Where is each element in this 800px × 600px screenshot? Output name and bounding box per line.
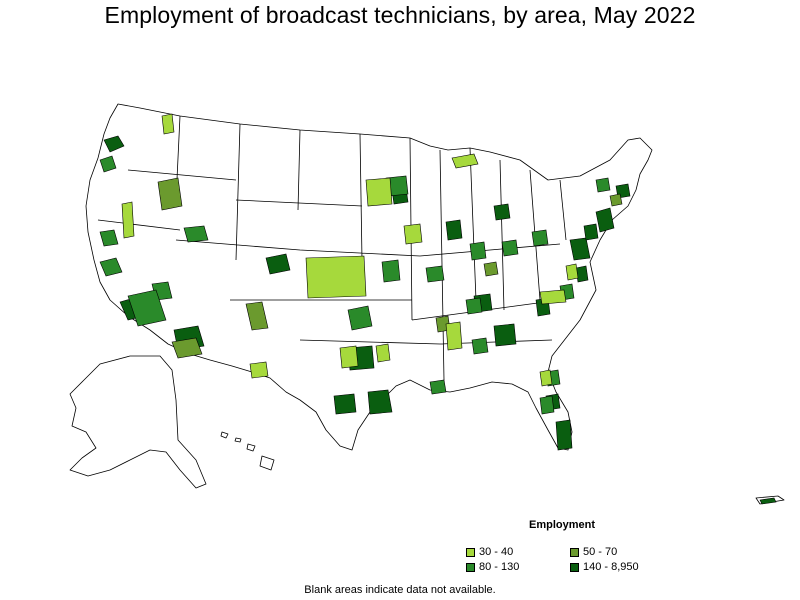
area-jackson xyxy=(445,321,463,351)
area-puerto-rico xyxy=(759,497,777,505)
legend-item-140-8950: 140 - 8,950 xyxy=(570,560,639,574)
area-seattle xyxy=(103,135,125,153)
blank-areas-note: Blank areas indicate data not available. xyxy=(304,584,496,596)
area-memphis xyxy=(465,297,483,315)
hawaii-island-1 xyxy=(220,431,229,439)
legend-label-80-130: 80 - 130 xyxy=(479,561,520,573)
legend-item-80-130: 80 - 130 xyxy=(466,560,519,574)
area-sacramento xyxy=(99,229,119,247)
legend-swatch-140-8950 xyxy=(570,562,579,572)
area-dc xyxy=(569,237,591,261)
area-albany xyxy=(595,177,611,193)
area-tampa xyxy=(539,395,555,415)
contiguous-us-outline xyxy=(85,103,653,451)
area-pittsburgh xyxy=(531,229,549,247)
alaska-outline xyxy=(69,355,207,489)
legend-label-30-40: 30 - 40 xyxy=(479,546,514,558)
legend-swatch-30-40 xyxy=(466,547,475,557)
area-kansas-city xyxy=(381,259,401,283)
area-houston xyxy=(367,389,393,415)
area-san-francisco xyxy=(99,257,123,277)
area-michigan-north xyxy=(451,153,479,169)
area-virginia-region xyxy=(539,289,567,305)
area-iowa xyxy=(403,223,423,245)
area-fort-myers xyxy=(539,369,553,387)
area-chicago xyxy=(445,219,463,241)
area-western-kansas xyxy=(305,255,367,299)
area-new-orleans xyxy=(429,379,447,395)
area-detroit xyxy=(493,203,511,221)
area-oklahoma xyxy=(347,305,373,331)
hawaii-island-3 xyxy=(246,443,256,452)
area-tucson-region xyxy=(127,289,167,327)
area-roanoke xyxy=(565,263,579,281)
area-cincinnati xyxy=(501,239,519,257)
area-nyc xyxy=(595,207,615,233)
area-spokane xyxy=(161,113,175,135)
legend-swatch-80-130 xyxy=(466,562,475,572)
area-denver xyxy=(265,253,291,275)
area-shreveport xyxy=(375,343,391,363)
area-indianapolis xyxy=(469,241,487,261)
area-south-dakota xyxy=(365,177,393,207)
area-atlanta xyxy=(493,323,517,347)
area-yuma-region xyxy=(171,337,203,359)
hawaii-island-2 xyxy=(234,437,242,443)
hawaii-island-4 xyxy=(259,455,275,471)
area-philadelphia xyxy=(583,223,599,241)
map-title: Employment of broadcast technicians, by … xyxy=(104,2,696,28)
legend-item-50-70: 50 - 70 xyxy=(570,545,617,559)
area-louisville xyxy=(483,261,499,277)
area-austin xyxy=(333,393,357,415)
area-miami xyxy=(555,419,573,451)
area-salt-lake xyxy=(183,225,209,243)
area-birmingham xyxy=(471,337,489,355)
legend-label-140-8950: 140 - 8,950 xyxy=(583,561,639,573)
area-portland xyxy=(99,155,117,173)
area-waco xyxy=(339,345,359,369)
area-boise xyxy=(157,177,183,211)
legend-item-30-40: 30 - 40 xyxy=(466,545,513,559)
map-legend: Employment 30 - 40 50 - 70 80 - 130 140 … xyxy=(462,519,672,579)
area-richmond xyxy=(575,265,589,283)
area-albuquerque xyxy=(245,301,269,331)
legend-label-50-70: 50 - 70 xyxy=(583,546,618,558)
area-reno xyxy=(121,201,135,239)
legend-swatch-50-70 xyxy=(570,547,579,557)
area-st-louis xyxy=(425,265,445,283)
area-el-paso xyxy=(249,361,269,379)
legend-title: Employment xyxy=(528,519,595,531)
area-hartford xyxy=(609,193,623,207)
